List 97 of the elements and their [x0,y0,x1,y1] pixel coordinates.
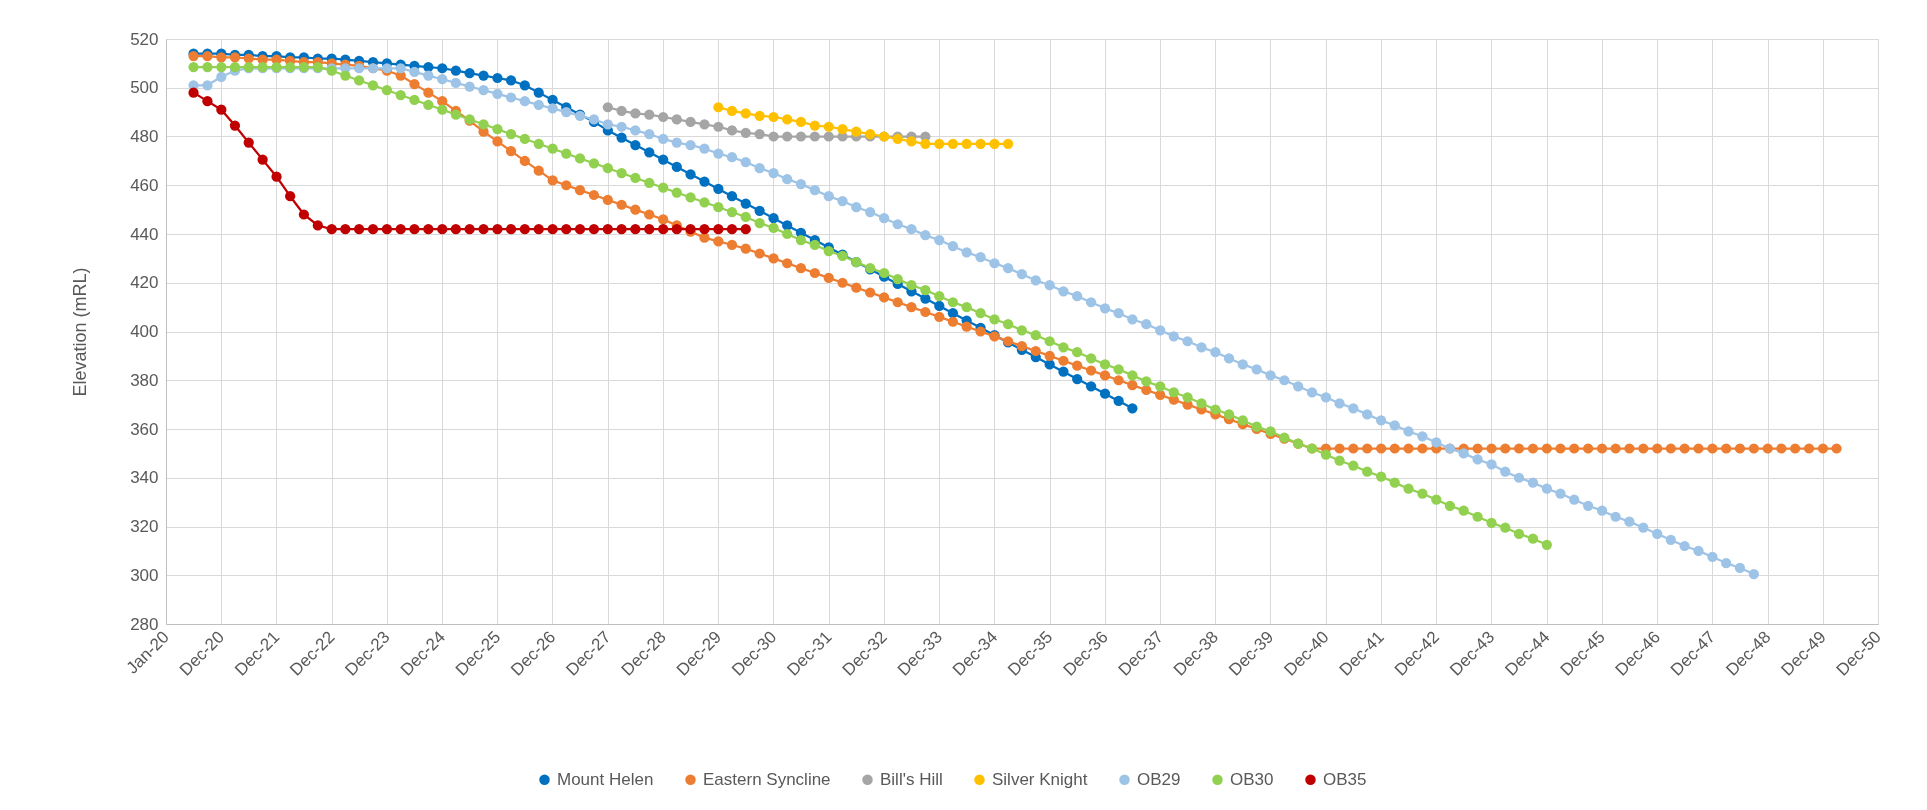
point [533,224,544,235]
point [381,224,393,235]
point [644,109,655,120]
point [740,127,751,138]
point [1002,138,1014,149]
point [285,191,296,202]
point [547,224,558,235]
point [658,111,669,123]
legend-label: OB30 [1230,769,1274,789]
legend-label: Mount Helen [557,769,654,789]
point [795,131,807,142]
point [202,96,213,107]
y-tick-label: 300 [130,565,159,585]
y-tick-label: 420 [130,273,159,293]
point [740,224,751,235]
y-tick-label: 440 [130,224,159,244]
point [754,128,765,140]
point [809,131,820,142]
y-tick-label: 340 [130,468,159,488]
legend-label: Eastern Syncline [703,769,831,789]
point [726,125,738,136]
y-tick-label: 400 [130,322,159,341]
point [602,224,613,235]
point [243,137,254,148]
point [271,171,282,182]
point [574,224,586,235]
point [229,120,241,131]
point [713,102,724,113]
point [188,87,199,98]
point [837,124,848,135]
point [216,104,227,115]
y-tick-label: 280 [130,614,159,634]
point [920,138,931,149]
point [450,224,461,235]
point [713,224,724,235]
point [616,224,627,235]
point [298,209,310,220]
y-tick-label: 320 [130,517,159,536]
point [644,224,655,235]
point [671,224,682,235]
point [823,131,834,142]
y-tick-label: 380 [130,370,159,390]
point [367,224,379,235]
point [975,138,986,149]
legend-label: OB35 [1323,769,1367,789]
point [423,224,434,235]
point [851,126,862,137]
point [630,108,641,119]
point [699,224,710,235]
point [658,224,669,235]
y-tick-label: 360 [130,419,159,439]
point [616,105,627,117]
y-tick-label: 480 [130,127,159,146]
point [768,111,779,123]
point [588,224,600,235]
point [492,224,503,235]
point [795,116,807,127]
point [713,121,724,132]
point [257,154,268,165]
point [519,224,530,235]
point [326,224,337,235]
point [989,138,1000,149]
point [340,224,351,235]
point [699,119,710,130]
point [726,224,738,235]
point [464,224,475,235]
point [934,138,945,149]
y-axis-title: Elevation (mRL) [70,267,91,397]
point [505,224,517,235]
point [947,138,959,149]
point [478,224,489,235]
point [353,224,365,235]
point [823,121,834,132]
point [782,114,793,125]
point [906,136,917,147]
point [312,220,323,231]
point [768,131,779,142]
y-tick-label: 520 [130,29,159,49]
point [671,114,682,125]
legend-label: Bill's Hill [880,769,943,789]
point [740,108,751,119]
point [395,224,406,235]
point [630,224,641,235]
point [602,102,613,113]
y-tick-label: 460 [130,175,159,195]
point [754,110,765,121]
y-tick-label: 500 [130,78,159,98]
legend-label: OB29 [1137,769,1181,789]
point [409,224,420,235]
point [809,120,820,131]
point [961,138,972,149]
point [437,224,448,235]
point [726,105,738,117]
point [685,116,696,127]
point [561,224,572,235]
legend-label: Silver Knight [992,769,1088,789]
point [782,131,793,142]
